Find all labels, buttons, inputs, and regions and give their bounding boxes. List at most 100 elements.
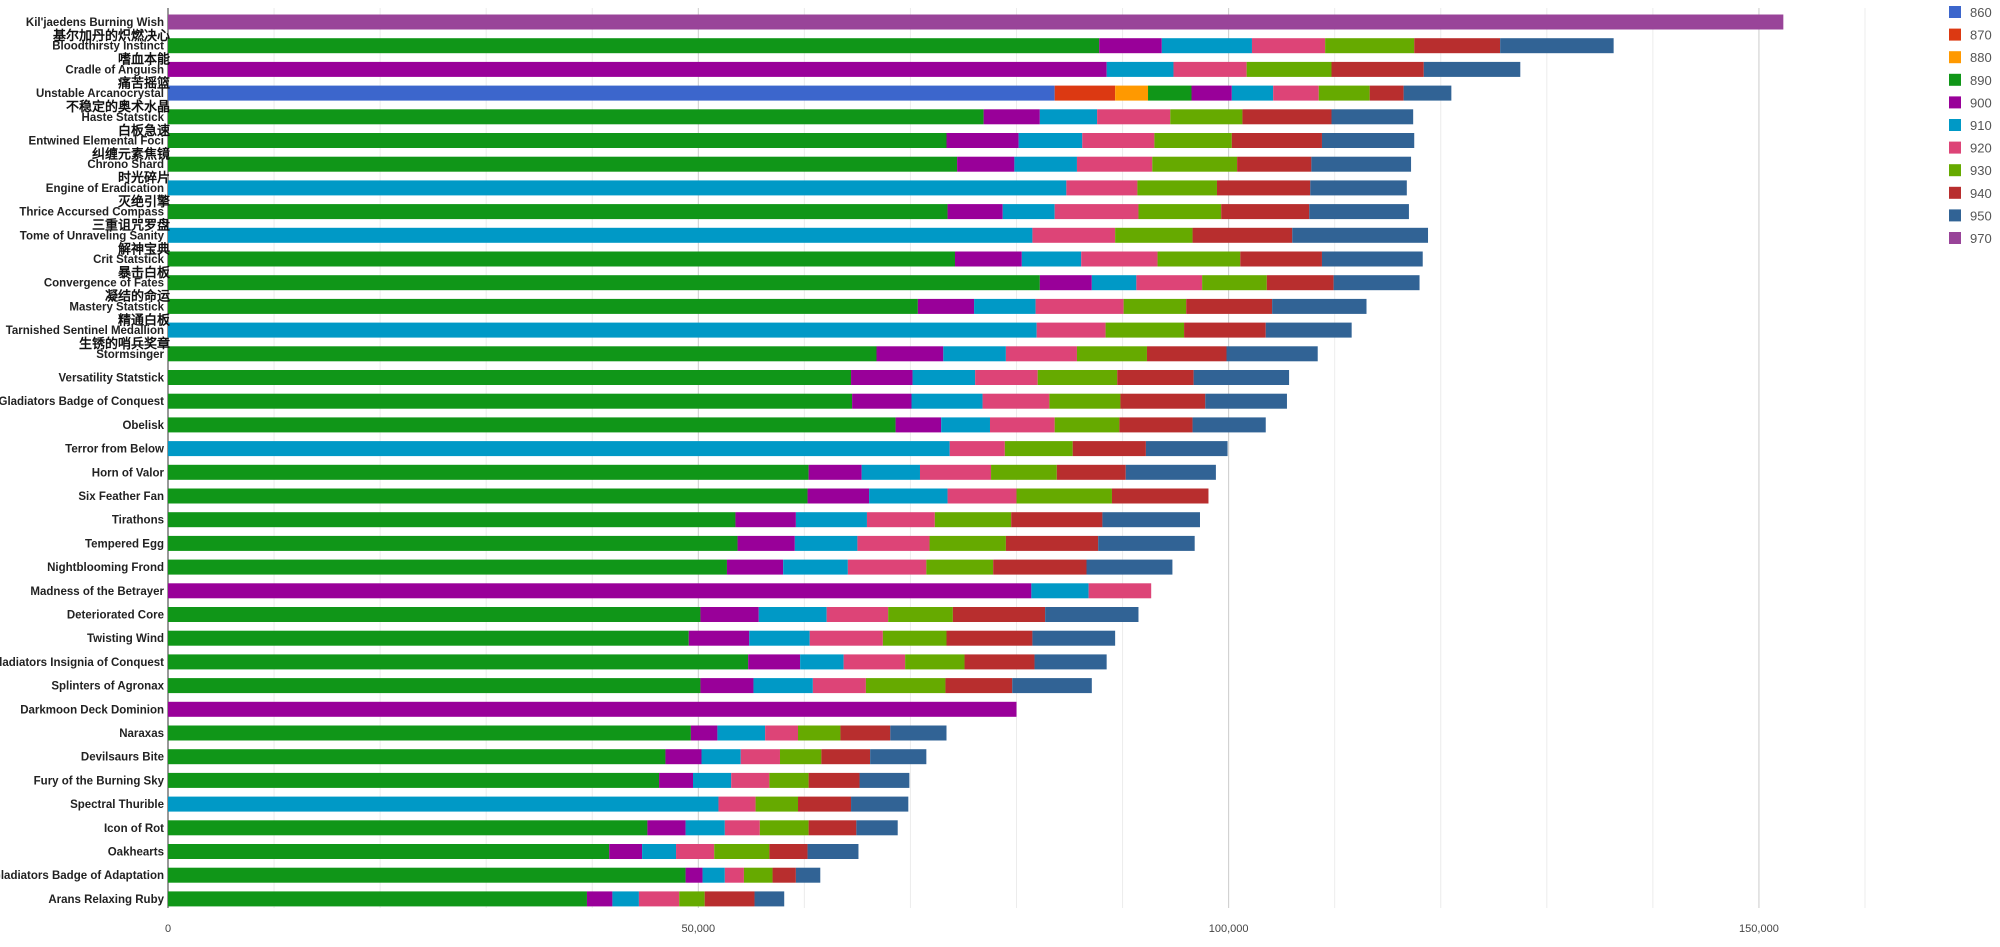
bar-segment-930[interactable] <box>934 512 1012 528</box>
bar-segment-900[interactable] <box>917 298 975 314</box>
bar-segment-920[interactable] <box>812 678 866 694</box>
bar-segment-930[interactable] <box>888 607 953 622</box>
bar-segment-910[interactable] <box>168 322 1037 338</box>
bar-segment-920[interactable] <box>866 512 935 528</box>
bar-segment-910[interactable] <box>693 772 732 788</box>
legend[interactable]: 860 870 880 890 900 910 920 930 940 950 970 <box>1949 5 1992 246</box>
bar-segment-940[interactable] <box>1011 512 1103 528</box>
bar-segment-890[interactable] <box>168 654 749 670</box>
bar-segment-890[interactable] <box>168 38 1100 54</box>
bar-segment-940[interactable] <box>1184 322 1266 338</box>
bar-group[interactable] <box>168 844 859 859</box>
bar-segment-910[interactable] <box>1231 85 1274 101</box>
bar-segment-900[interactable] <box>688 630 750 646</box>
bar-segment-910[interactable] <box>642 844 677 859</box>
bar-group[interactable] <box>168 156 1412 172</box>
bar-segment-910[interactable] <box>869 488 948 504</box>
bar-segment-930[interactable] <box>926 559 994 575</box>
bar-segment-950[interactable] <box>856 820 898 836</box>
bar-group[interactable] <box>168 867 821 883</box>
bar-segment-950[interactable] <box>1321 133 1415 148</box>
bar-segment-930[interactable] <box>679 891 705 907</box>
bar-segment-950[interactable] <box>1311 156 1412 172</box>
bar-group[interactable] <box>168 133 1415 148</box>
bar-group[interactable] <box>168 251 1423 267</box>
bar-segment-940[interactable] <box>798 796 852 812</box>
bar-segment-950[interactable] <box>1226 346 1318 362</box>
bar-group[interactable] <box>168 654 1107 670</box>
bar-segment-910[interactable] <box>800 654 844 670</box>
bar-segment-950[interactable] <box>1321 251 1423 267</box>
bar-segment-910[interactable] <box>1021 251 1082 267</box>
bar-group[interactable] <box>168 417 1266 433</box>
bar-segment-920[interactable] <box>826 607 889 622</box>
bar-segment-930[interactable] <box>865 678 946 694</box>
bar-group[interactable] <box>168 346 1318 362</box>
bar-segment-930[interactable] <box>1123 298 1187 314</box>
bar-segment-930[interactable] <box>1004 441 1073 457</box>
bar-segment-900[interactable] <box>168 61 1107 77</box>
bar-segment-910[interactable] <box>783 559 848 575</box>
bar-segment-920[interactable] <box>949 441 1005 457</box>
legend-item[interactable]: 940 <box>1949 186 1992 201</box>
bar-segment-950[interactable] <box>1333 275 1420 291</box>
bar-segment-890[interactable] <box>168 725 691 741</box>
bar-segment-890[interactable] <box>168 109 984 125</box>
bar-segment-890[interactable] <box>168 464 809 480</box>
bar-segment-900[interactable] <box>700 678 754 694</box>
bar-segment-910[interactable] <box>1161 38 1252 54</box>
bar-segment-920[interactable] <box>1036 322 1106 338</box>
bar-segment-910[interactable] <box>749 630 810 646</box>
bar-segment-920[interactable] <box>1054 204 1139 220</box>
legend-item[interactable]: 970 <box>1949 231 1992 246</box>
bar-segment-940[interactable] <box>1146 346 1227 362</box>
bar-segment-950[interactable] <box>1192 417 1266 433</box>
bar-segment-930[interactable] <box>1157 251 1241 267</box>
bar-segment-890[interactable] <box>168 820 648 836</box>
bar-segment-900[interactable] <box>1099 38 1162 54</box>
bar-segment-920[interactable] <box>809 630 883 646</box>
bar-segment-910[interactable] <box>1002 204 1055 220</box>
bar-segment-950[interactable] <box>1032 630 1116 646</box>
bar-segment-900[interactable] <box>983 109 1040 125</box>
bar-segment-940[interactable] <box>840 725 891 741</box>
bar-segment-910[interactable] <box>1106 61 1174 77</box>
bar-segment-930[interactable] <box>929 535 1006 551</box>
bar-segment-900[interactable] <box>954 251 1022 267</box>
legend-item[interactable]: 900 <box>1949 95 1992 110</box>
bar-segment-910[interactable] <box>1014 156 1077 172</box>
bar-segment-940[interactable] <box>1186 298 1273 314</box>
bar-segment-920[interactable] <box>1273 85 1319 101</box>
bar-segment-930[interactable] <box>798 725 841 741</box>
bar-segment-920[interactable] <box>676 844 715 859</box>
bar-segment-930[interactable] <box>1154 133 1232 148</box>
bar-segment-900[interactable] <box>895 417 942 433</box>
bar-segment-930[interactable] <box>1037 370 1118 385</box>
bar-group[interactable] <box>168 85 1452 101</box>
legend-item[interactable]: 950 <box>1949 208 1992 223</box>
bar-segment-940[interactable] <box>945 678 1013 694</box>
bar-segment-920[interactable] <box>982 393 1050 409</box>
bar-segment-890[interactable] <box>168 867 686 883</box>
bar-group[interactable] <box>168 725 947 741</box>
bar-segment-910[interactable] <box>861 464 920 480</box>
bar-segment-930[interactable] <box>1115 227 1193 243</box>
bar-segment-940[interactable] <box>1192 227 1293 243</box>
bar-segment-920[interactable] <box>1173 61 1247 77</box>
bar-segment-920[interactable] <box>1082 133 1155 148</box>
bar-segment-940[interactable] <box>1237 156 1312 172</box>
bar-segment-900[interactable] <box>947 204 1003 220</box>
bar-segment-930[interactable] <box>779 749 822 765</box>
bar-segment-930[interactable] <box>1105 322 1185 338</box>
bar-segment-930[interactable] <box>743 867 773 883</box>
bar-group[interactable] <box>168 322 1352 338</box>
bar-segment-890[interactable] <box>168 844 610 859</box>
bar-segment-940[interactable] <box>1221 204 1310 220</box>
bar-segment-940[interactable] <box>704 891 755 907</box>
bar-segment-940[interactable] <box>1005 535 1099 551</box>
bar-segment-940[interactable] <box>1231 133 1322 148</box>
bar-segment-910[interactable] <box>794 535 858 551</box>
bar-segment-940[interactable] <box>946 630 1033 646</box>
bar-segment-940[interactable] <box>1331 61 1424 77</box>
bar-segment-920[interactable] <box>843 654 906 670</box>
